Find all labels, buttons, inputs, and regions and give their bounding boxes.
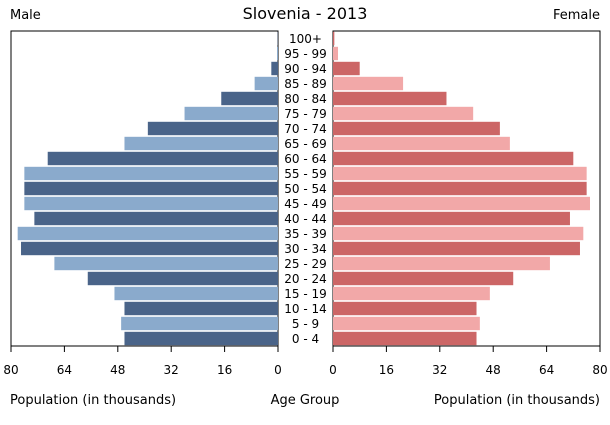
age-group-label: 95 - 99 [284, 47, 327, 61]
male-tick-label: 64 [57, 363, 72, 377]
female-tick-label: 64 [539, 363, 554, 377]
female-header: Female [552, 8, 600, 23]
male-tick-label: 0 [274, 363, 282, 377]
age-group-label: 70 - 74 [284, 122, 327, 136]
age-group-label: 40 - 44 [284, 212, 327, 226]
age-group-label: 55 - 59 [284, 167, 327, 181]
male-bar-59 [121, 316, 278, 331]
female-axis-label: Population (in thousands) [433, 393, 600, 408]
age-group-label: 10 - 14 [284, 302, 327, 316]
male-bar-5054 [24, 181, 278, 196]
female-bar-1519 [333, 286, 490, 301]
age-group-label: 5 - 9 [292, 317, 319, 331]
female-tick-label: 16 [379, 363, 394, 377]
male-bar-2024 [87, 271, 278, 286]
male-tick-label: 80 [3, 363, 18, 377]
male-tick-label: 48 [110, 363, 125, 377]
age-group-label: 65 - 69 [284, 137, 327, 151]
male-bar-9599 [276, 46, 278, 61]
male-bar-04 [124, 331, 278, 346]
male-tick-label: 16 [217, 363, 232, 377]
male-bar-4549 [24, 196, 278, 211]
age-group-label: 85 - 89 [284, 77, 327, 91]
male-tick-label: 32 [164, 363, 179, 377]
male-bar-5559 [24, 166, 278, 181]
female-bar-3539 [333, 226, 584, 241]
female-tick-label: 0 [329, 363, 337, 377]
age-group-label: 35 - 39 [284, 227, 327, 241]
female-bar-6569 [333, 136, 510, 151]
female-bar-59 [333, 316, 480, 331]
female-bar-4549 [333, 196, 590, 211]
male-bar-2529 [54, 256, 279, 271]
chart-title: Slovenia - 2013 [242, 4, 368, 23]
female-tick-label: 48 [486, 363, 501, 377]
male-bar-6064 [47, 151, 279, 166]
female-bar-5559 [333, 166, 587, 181]
age-group-label: 75 - 79 [284, 107, 327, 121]
male-bar-3539 [17, 226, 279, 241]
female-tick-label: 80 [592, 363, 607, 377]
female-bar-100+ [333, 31, 335, 46]
male-axis-label: Population (in thousands) [10, 393, 177, 408]
male-header: Male [10, 8, 41, 23]
age-group-label: 80 - 84 [284, 92, 327, 106]
female-bar-6064 [333, 151, 574, 166]
female-bar-2024 [333, 271, 514, 286]
male-bar-1014 [124, 301, 278, 316]
female-bar-7579 [333, 106, 474, 121]
age-group-label: 90 - 94 [284, 62, 327, 76]
female-bar-8084 [333, 91, 447, 106]
female-bar-1014 [333, 301, 477, 316]
male-bar-9094 [271, 61, 278, 76]
male-bar-8589 [254, 76, 278, 91]
age-group-label: 30 - 34 [284, 242, 327, 256]
female-bar-8589 [333, 76, 404, 91]
age-group-label: 20 - 24 [284, 272, 327, 286]
age-group-label: 100+ [289, 32, 322, 46]
female-bar-4044 [333, 211, 570, 226]
age-group-label: 60 - 64 [284, 152, 327, 166]
female-tick-label: 32 [432, 363, 447, 377]
female-bar-7074 [333, 121, 500, 136]
male-bar-4044 [34, 211, 278, 226]
male-bar-1519 [114, 286, 279, 301]
female-bar-9599 [333, 46, 339, 61]
male-bar-6569 [124, 136, 278, 151]
age-group-label: 15 - 19 [284, 287, 327, 301]
male-bar-7074 [147, 121, 278, 136]
female-bar-2529 [333, 256, 550, 271]
male-bar-3034 [21, 241, 278, 256]
age-group-label: 45 - 49 [284, 197, 327, 211]
age-group-axis-label: Age Group [270, 393, 340, 408]
female-bar-5054 [333, 181, 587, 196]
age-group-label: 50 - 54 [284, 182, 327, 196]
female-bar-3034 [333, 241, 580, 256]
male-bar-7579 [184, 106, 278, 121]
female-bar-9094 [333, 61, 360, 76]
female-bar-04 [333, 331, 477, 346]
age-group-label: 0 - 4 [292, 332, 319, 346]
male-bar-8084 [221, 91, 278, 106]
age-group-label: 25 - 29 [284, 257, 327, 271]
